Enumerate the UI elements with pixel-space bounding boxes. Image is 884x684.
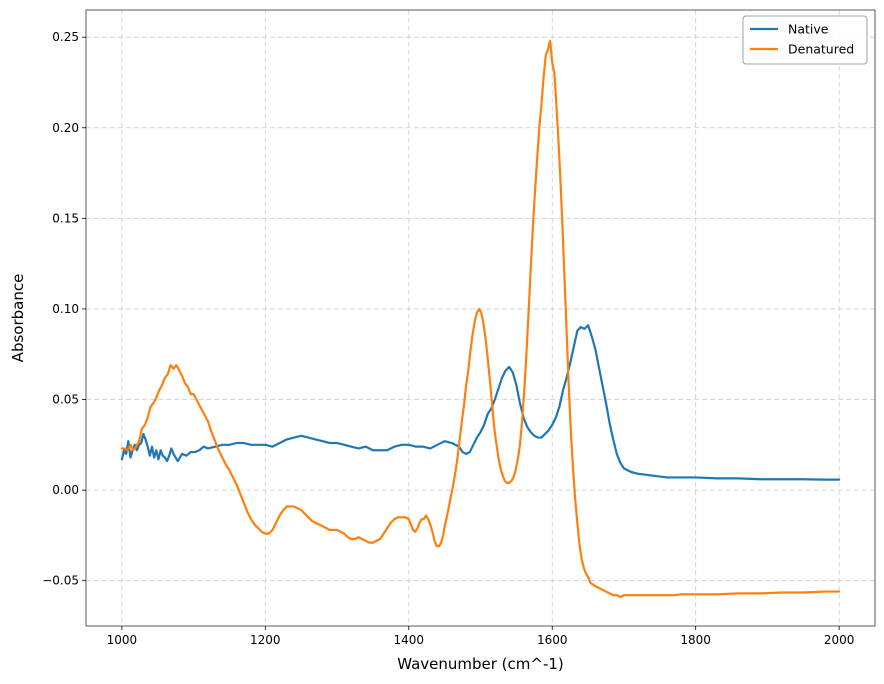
- grid-lines: [86, 10, 875, 626]
- y-tick-label: 0.00: [52, 483, 79, 497]
- axis-ticks: 1000 1200 1400 1600 1800 2000 −0.05 0.00 0.05 0.1…: [42, 30, 854, 647]
- legend-label: Denatured: [788, 42, 854, 57]
- x-tick-label: 1400: [393, 633, 424, 647]
- x-tick-label: 1200: [250, 633, 281, 647]
- legend: Native Denatured: [742, 15, 868, 65]
- legend-label: Native: [788, 22, 829, 37]
- y-tick-label: 0.05: [52, 393, 79, 407]
- x-tick-label: 1800: [680, 633, 711, 647]
- y-tick-label: 0.25: [52, 30, 79, 44]
- series-line-denatured: [120, 39, 841, 599]
- y-tick-label: 0.15: [52, 211, 79, 225]
- x-tick-label: 1600: [537, 633, 568, 647]
- series-line-native: [120, 324, 841, 481]
- x-axis-label: Wavenumber (cm^-1): [397, 655, 564, 673]
- y-tick-label: −0.05: [42, 574, 79, 588]
- x-tick-label: 2000: [824, 633, 855, 647]
- y-tick-label: 0.10: [52, 302, 79, 316]
- y-tick-label: 0.20: [52, 121, 79, 135]
- y-axis-label: Absorbance: [9, 274, 27, 363]
- series-lines: [120, 39, 841, 599]
- x-tick-label: 1000: [107, 633, 138, 647]
- plot-area-frame: [85, 9, 876, 627]
- legend-border: [742, 15, 868, 65]
